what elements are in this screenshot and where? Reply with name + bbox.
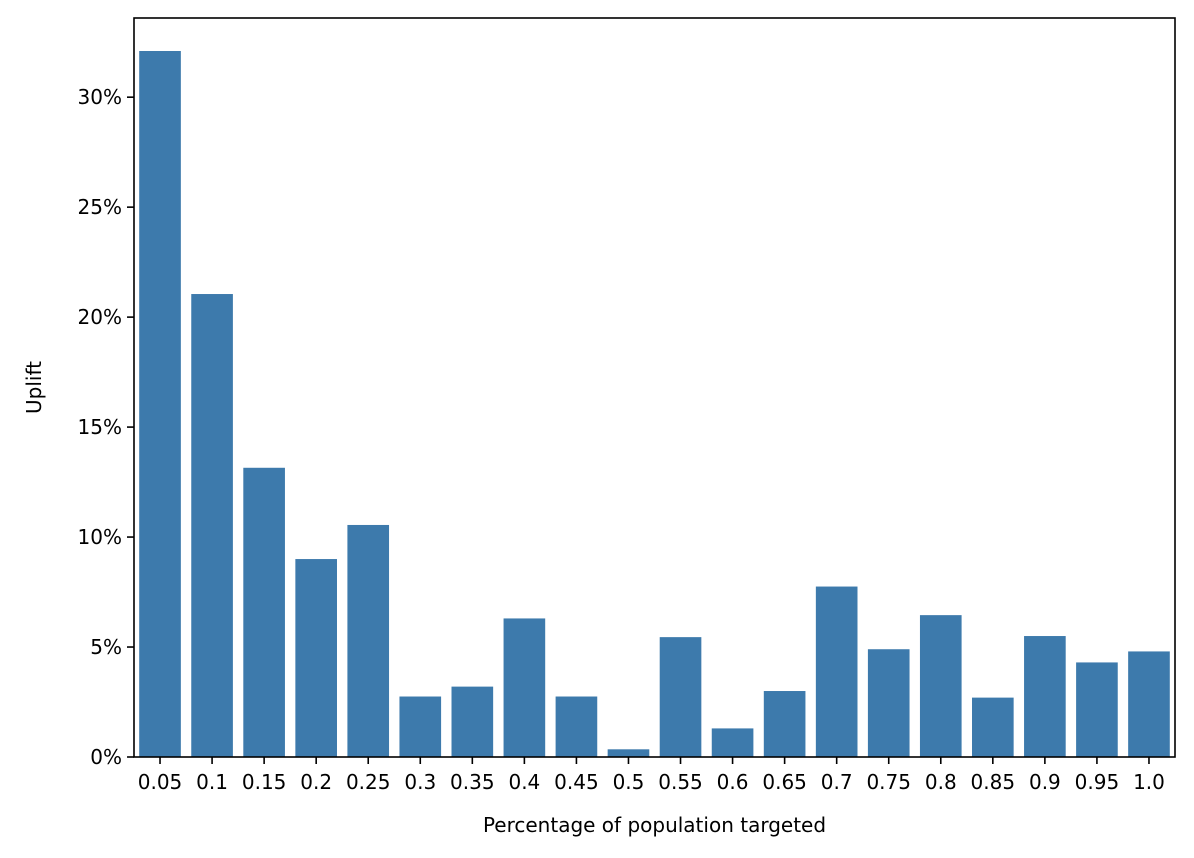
plot-frame <box>133 17 1176 758</box>
bar-0.1 <box>191 294 233 757</box>
bar-0.7 <box>815 586 858 757</box>
ticks-layer: 0.05 0.1 0.15 0.2 0.25 0.3 0.35 0.4 0.45 0.5 0.55 0… <box>78 85 1165 794</box>
x-tick-label: 0.35 <box>450 770 495 794</box>
x-tick-label: 0.05 <box>138 770 183 794</box>
y-tick-label: 0% <box>90 745 122 769</box>
bar-0.15 <box>243 467 285 757</box>
x-tick-label: 0.1 <box>196 770 228 794</box>
x-tick-label: 0.9 <box>1029 770 1061 794</box>
x-tick-label: 0.85 <box>971 770 1016 794</box>
x-tick-label: 0.5 <box>613 770 645 794</box>
bars-layer <box>139 50 1170 757</box>
bar-0.25 <box>347 524 390 757</box>
x-tick-label: 0.2 <box>300 770 332 794</box>
bar-0.75 <box>867 649 910 757</box>
bar-0.45 <box>555 696 598 757</box>
y-tick-label: 30% <box>78 85 122 109</box>
x-tick-label: 0.75 <box>866 770 911 794</box>
bar-0.35 <box>451 686 494 757</box>
bar-0.55 <box>659 637 702 757</box>
y-tick-label: 15% <box>78 415 122 439</box>
y-tick-label: 25% <box>78 195 122 219</box>
y-tick-label: 5% <box>90 635 122 659</box>
bar-0.3 <box>399 696 442 757</box>
bar-0.6 <box>711 728 754 757</box>
y-tick-label: 10% <box>78 525 122 549</box>
x-tick-label: 0.25 <box>346 770 391 794</box>
bar-0.4 <box>503 618 546 757</box>
bar-0.95 <box>1076 662 1118 757</box>
x-tick-label: 0.45 <box>554 770 599 794</box>
x-tick-label: 0.7 <box>821 770 853 794</box>
bar-0.9 <box>1024 636 1066 757</box>
x-axis-label: Percentage of population targeted <box>483 813 826 837</box>
bar-0.05 <box>139 50 181 757</box>
x-tick-label: 0.8 <box>925 770 957 794</box>
x-tick-label: 0.55 <box>658 770 703 794</box>
bar-0.8 <box>919 615 962 757</box>
x-tick-label: 0.95 <box>1075 770 1120 794</box>
x-tick-label: 0.3 <box>404 770 436 794</box>
y-axis-label: Uplift <box>22 361 46 414</box>
y-tick-label: 20% <box>78 305 122 329</box>
bar-0.85 <box>972 697 1014 757</box>
bar-0.2 <box>295 559 337 757</box>
x-tick-label: 0.6 <box>717 770 749 794</box>
x-tick-label: 1.0 <box>1133 770 1165 794</box>
x-tick-label: 0.4 <box>508 770 540 794</box>
x-tick-label: 0.65 <box>762 770 807 794</box>
bar-0.65 <box>763 691 806 757</box>
bar-1.0 <box>1128 651 1170 757</box>
x-tick-label: 0.15 <box>242 770 287 794</box>
bar-0.5 <box>607 749 650 757</box>
